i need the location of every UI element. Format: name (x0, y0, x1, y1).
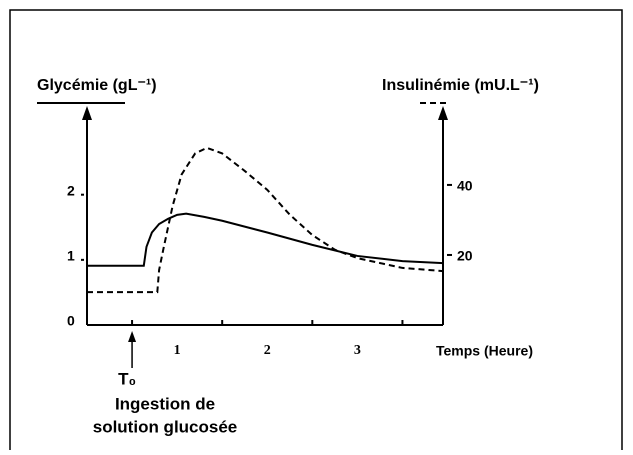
y-axis-label: Glycémie (gL⁻¹) (37, 77, 157, 94)
x-tick-label: 2 (264, 343, 271, 358)
y2-axis-arrow (438, 106, 448, 120)
y-tick-label: 1 (67, 248, 75, 264)
x-axis-label: Temps (Heure) (436, 343, 533, 359)
y2-tick-label: 40 (457, 178, 473, 194)
x-tick-label: 1 (174, 343, 181, 358)
x-tick-label: 3 (354, 343, 361, 358)
annotation-label: T₀ (118, 369, 136, 388)
y2-tick-label: 20 (457, 248, 473, 264)
y-axis-arrow (82, 106, 92, 120)
frame (9, 9, 623, 455)
series-line (87, 146, 444, 294)
series-line (87, 212, 444, 267)
y-tick-label: 0 (67, 313, 75, 329)
y-tick-label: 2 (67, 182, 75, 198)
annotation-text: Ingestion de (115, 394, 215, 413)
y2-axis-label: Insulinémie (mU.L⁻¹) (382, 77, 539, 94)
annotation-text: solution glucosée (93, 417, 238, 436)
annotation-arrowhead (128, 331, 137, 342)
